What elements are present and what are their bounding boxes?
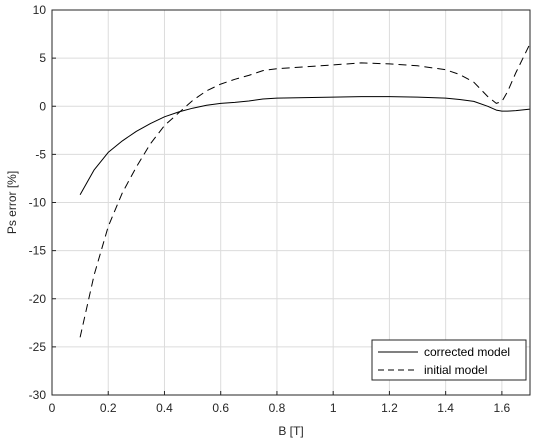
series-layer xyxy=(79,43,531,338)
x-tick-label: 1 xyxy=(330,401,337,415)
legend-label-corrected-model: corrected model xyxy=(424,345,510,359)
x-tick-label: 0 xyxy=(49,401,56,415)
y-tick-label: -20 xyxy=(29,292,47,306)
y-tick-label: -30 xyxy=(29,388,47,402)
x-tick-label: 0.8 xyxy=(269,401,286,415)
x-tick-label: 0.6 xyxy=(212,401,229,415)
legend-label-initial-model: initial model xyxy=(424,363,487,377)
series-line-initial-model xyxy=(79,43,531,338)
x-tick-label: 1.6 xyxy=(494,401,511,415)
ticks xyxy=(51,9,503,396)
x-tick-label: 0.2 xyxy=(100,401,117,415)
y-tick-label: 5 xyxy=(39,51,46,65)
y-tick-label: -10 xyxy=(29,196,47,210)
y-tick-label: 10 xyxy=(33,3,47,17)
y-tick-label: -5 xyxy=(35,147,46,161)
x-tick-label: 1.4 xyxy=(437,401,454,415)
x-axis-label: B [T] xyxy=(278,424,303,438)
y-tick-label: -15 xyxy=(29,244,47,258)
legend-box xyxy=(371,339,527,381)
x-tick-label: 0.4 xyxy=(156,401,173,415)
legend: corrected model initial model xyxy=(371,339,527,381)
y-tick-label: -25 xyxy=(29,340,47,354)
y-tick-label: 0 xyxy=(39,99,46,113)
tick-labels: 0 0.2 0.4 0.6 0.8 1 1.2 1.4 1.6 -30 -25 -20 -15 -10 -5… xyxy=(29,3,511,415)
x-tick-label: 1.2 xyxy=(381,401,398,415)
y-axis-label: Ps error [%] xyxy=(5,171,19,234)
series-line-corrected-model xyxy=(79,96,531,196)
grid xyxy=(51,9,530,396)
